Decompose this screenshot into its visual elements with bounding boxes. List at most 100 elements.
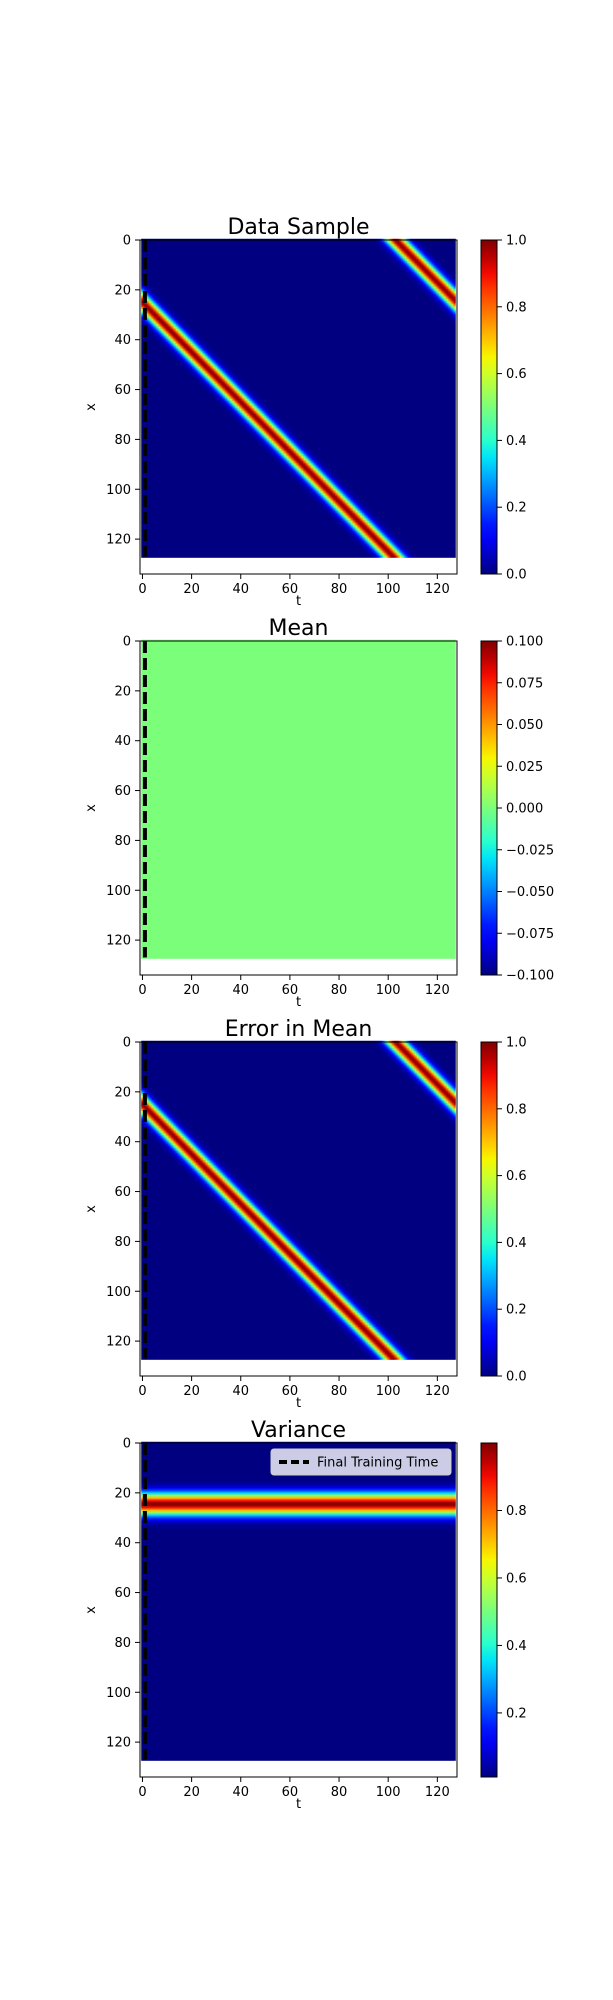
x-axis-label: t	[296, 594, 301, 609]
y-axis-label: x	[84, 403, 99, 411]
y-tick-label: 0	[123, 234, 131, 249]
y-axis-label: x	[84, 804, 99, 812]
heatmap-panel-4: 0 20 40 60 80 100 120 0 20 40 60 80 100 120 t x Variance…	[84, 1418, 527, 1812]
x-axis-label: t	[296, 1396, 301, 1411]
y-tick-label: 60	[114, 1185, 131, 1200]
y-tick-label: 40	[114, 1536, 131, 1551]
colorbar-tick-label: 0.2	[506, 1303, 527, 1318]
y-tick-label: 20	[114, 1085, 131, 1100]
x-tick-label: 40	[232, 1785, 249, 1800]
y-tick-label: 80	[114, 433, 131, 448]
y-tick-label: 0	[123, 635, 131, 650]
colorbar-tick-label: 0.0	[506, 1370, 527, 1385]
colorbar-tick-label: 1.0	[506, 234, 527, 249]
colorbar-tick-label: 0.6	[506, 1571, 527, 1586]
x-tick-label: 0	[138, 1384, 146, 1399]
colorbar	[480, 1442, 498, 1778]
y-tick-label: 120	[106, 533, 131, 548]
y-tick-label: 20	[114, 1486, 131, 1501]
y-tick-label: 60	[114, 1586, 131, 1601]
legend: Final Training Time	[270, 1448, 452, 1476]
heatmap-image	[141, 238, 456, 558]
x-tick-label: 100	[376, 1785, 401, 1800]
x-tick-label: 120	[425, 582, 450, 597]
x-tick-label: 80	[331, 582, 348, 597]
x-axis-label: t	[296, 995, 301, 1010]
heatmap-image	[141, 1441, 456, 1761]
colorbar-tick-label: 0.100	[506, 635, 543, 650]
colorbar-tick-label: 0.4	[506, 1639, 527, 1654]
x-tick-label: 120	[425, 1785, 450, 1800]
x-tick-label: 40	[232, 1384, 249, 1399]
colorbar-tick-label: 0.000	[506, 802, 543, 817]
y-axis-label: x	[84, 1205, 99, 1213]
x-tick-label: 60	[282, 983, 299, 998]
y-tick-label: 120	[106, 1335, 131, 1350]
colorbar-tick-label: 0.025	[506, 760, 543, 775]
colorbar	[480, 239, 498, 575]
colorbar-tick-label: 0.0	[506, 568, 527, 583]
x-tick-label: 20	[183, 1785, 200, 1800]
x-tick-label: 60	[282, 582, 299, 597]
axes-frame	[139, 239, 458, 575]
x-tick-label: 0	[138, 1785, 146, 1800]
x-tick-label: 40	[232, 582, 249, 597]
colorbar-tick-label: −0.050	[506, 885, 554, 900]
y-tick-label: 40	[114, 734, 131, 749]
colorbar-tick-label: 0.075	[506, 676, 543, 691]
y-tick-label: 120	[106, 934, 131, 949]
colorbar	[480, 1041, 498, 1377]
panel-title: Error in Mean	[225, 1017, 373, 1042]
y-tick-label: 0	[123, 1437, 131, 1452]
y-tick-label: 60	[114, 784, 131, 799]
colorbar-tick-label: 0.2	[506, 501, 527, 516]
colorbar-tick-label: −0.025	[506, 843, 554, 858]
colorbar-tick-label: 0.6	[506, 367, 527, 382]
y-tick-label: 100	[106, 483, 131, 498]
x-tick-label: 80	[331, 1384, 348, 1399]
y-tick-label: 40	[114, 1135, 131, 1150]
colorbar-tick-label: 0.4	[506, 1236, 527, 1251]
y-tick-label: 80	[114, 834, 131, 849]
x-tick-label: 100	[376, 983, 401, 998]
x-tick-label: 20	[183, 582, 200, 597]
colorbar-tick-label: −0.075	[506, 927, 554, 942]
y-tick-label: 20	[114, 283, 131, 298]
y-axis-label: x	[84, 1606, 99, 1614]
colorbar-tick-label: 1.0	[506, 1036, 527, 1051]
x-tick-label: 20	[183, 983, 200, 998]
colorbar-tick-label: 0.8	[506, 300, 527, 315]
legend-box	[270, 1448, 452, 1476]
x-tick-label: 120	[425, 983, 450, 998]
x-tick-label: 40	[232, 983, 249, 998]
axes-frame	[139, 1442, 458, 1778]
x-tick-label: 100	[376, 582, 401, 597]
x-tick-label: 100	[376, 1384, 401, 1399]
y-tick-label: 100	[106, 884, 131, 899]
heatmap-image	[141, 1040, 456, 1360]
y-tick-label: 120	[106, 1736, 131, 1751]
colorbar-tick-label: 0.8	[506, 1504, 527, 1519]
heatmap-panel-2: 0 20 40 60 80 100 120 0 20 40 60 80 100 120 t x Mean −0.1…	[84, 616, 554, 1010]
y-tick-label: 40	[114, 333, 131, 348]
heatmap-image	[141, 639, 456, 959]
colorbar-tick-label: 0.6	[506, 1169, 527, 1184]
heatmap-panel-3: 0 20 40 60 80 100 120 0 20 40 60 80 100 120 t x Error in…	[84, 1017, 527, 1411]
colorbar-tick-label: 0.4	[506, 434, 527, 449]
y-tick-label: 0	[123, 1036, 131, 1051]
colorbar-tick-label: 0.8	[506, 1102, 527, 1117]
y-tick-label: 100	[106, 1285, 131, 1300]
x-tick-label: 0	[138, 582, 146, 597]
x-tick-label: 60	[282, 1384, 299, 1399]
heatmap-panel-1: 0 20 40 60 80 100 120 0 20 40 60 80 100 120 t x Data Sam…	[84, 215, 527, 609]
x-axis-label: t	[296, 1797, 301, 1812]
y-tick-label: 80	[114, 1636, 131, 1651]
panel-title: Mean	[269, 616, 329, 641]
y-tick-label: 80	[114, 1235, 131, 1250]
x-tick-label: 80	[331, 983, 348, 998]
legend-label: Final Training Time	[317, 1456, 438, 1471]
y-tick-label: 60	[114, 383, 131, 398]
axes-frame	[139, 640, 458, 976]
colorbar-tick-label: 0.050	[506, 718, 543, 733]
